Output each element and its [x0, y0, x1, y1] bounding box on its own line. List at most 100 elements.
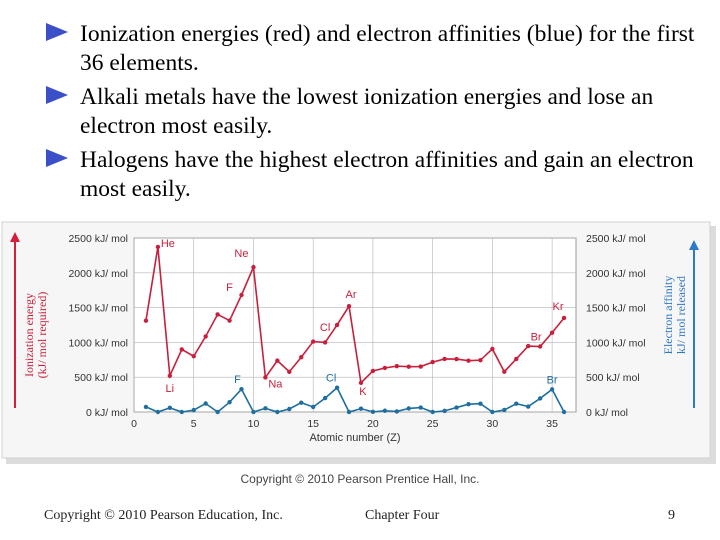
x-tick-label: 15: [307, 418, 319, 430]
ionization-point: [287, 369, 292, 374]
ionization-point: [382, 365, 388, 371]
y-tick-label-left: 500 kJ/ mol: [74, 372, 128, 384]
affinity-point: [454, 405, 459, 410]
ionization-point: [179, 347, 184, 352]
point-label: Ne: [234, 248, 248, 260]
y-tick-label-right: 2000 kJ/ mol: [586, 268, 646, 280]
affinity-point: [418, 405, 423, 410]
x-tick-label: 35: [546, 418, 558, 430]
right-axis-label: Electron affinity: [661, 276, 675, 355]
ionization-point: [561, 315, 567, 321]
affinity-point: [370, 409, 376, 415]
affinity-point: [227, 399, 232, 405]
y-tick-label-left: 0 kJ/ mol: [86, 407, 128, 419]
x-tick-label: 0: [131, 418, 137, 430]
ionization-point: [251, 264, 256, 270]
ionization-point: [322, 340, 328, 345]
affinity-point: [490, 409, 495, 415]
ionization-point: [275, 358, 280, 363]
point-label: Na: [268, 378, 283, 390]
ionization-point: [310, 339, 316, 344]
affinity-point: [334, 385, 340, 390]
affinity-point: [143, 404, 149, 410]
affinity-point: [287, 406, 292, 412]
x-tick-label: 25: [427, 418, 439, 430]
ionization-series-line: [145, 246, 565, 385]
affinity-point: [215, 409, 220, 415]
affinity-point: [561, 409, 567, 415]
ionization-point: [346, 303, 352, 309]
right-axis-label: kJ/ mol released: [674, 276, 688, 354]
page-number: 9: [668, 508, 675, 523]
axis-ticks: 0 kJ/ mol 0 kJ/ mol 500 kJ/ mol 500 kJ/ mol…: [68, 233, 645, 430]
affinity-point: [322, 395, 328, 401]
affinity-point: [179, 409, 184, 415]
ionization-point: [191, 354, 196, 359]
point-label: Cl: [320, 322, 330, 334]
y-tick-label-right: 1500 kJ/ mol: [586, 303, 646, 315]
y-tick-label-left: 2500 kJ/ mol: [68, 233, 128, 245]
affinity-point: [442, 408, 447, 414]
affinity-point: [502, 407, 507, 413]
ionization-point: [394, 363, 400, 369]
point-label: Br: [547, 374, 558, 386]
y-tick-label-right: 1000 kJ/ mol: [586, 337, 646, 349]
y-tick-label-right: 0 kJ/ mol: [586, 407, 628, 419]
ionization-point: [370, 368, 376, 374]
bullet-list: Ionization energies (red) and electron a…: [44, 20, 704, 209]
point-label: F: [234, 374, 241, 386]
affinity-point: [358, 406, 364, 411]
ionization-point: [478, 357, 483, 363]
y-tick-label-left: 2000 kJ/ mol: [68, 268, 128, 280]
bullet-text: Alkali metals have the lowest ionization…: [80, 84, 654, 139]
triangle-bullet-icon: [46, 23, 68, 41]
affinity-point: [203, 401, 208, 406]
affinity-point: [155, 409, 161, 415]
point-label: F: [226, 282, 233, 294]
ionization-point: [490, 346, 495, 352]
triangle-bullet-icon: [46, 149, 68, 167]
affinity-point: [191, 407, 196, 413]
x-tick-label: 5: [191, 418, 197, 430]
affinity-point: [394, 409, 400, 414]
point-label: Kr: [553, 301, 564, 313]
bullet-text: Halogens have the highest electron affin…: [80, 147, 694, 202]
ionization-point: [167, 373, 173, 379]
point-labels: He Ne F Ar Cl Kr Br Li Na K F Cl Br: [161, 238, 564, 398]
point-label: Cl: [326, 373, 336, 385]
y-tick-label-left: 1000 kJ/ mol: [68, 337, 128, 349]
bullet-item: Ionization energies (red) and electron a…: [44, 20, 704, 78]
ionization-arrow-head: [10, 232, 20, 242]
left-axis-label: Ionization energy: [22, 293, 36, 377]
affinity-point: [430, 409, 435, 415]
affinity-point: [406, 406, 411, 411]
point-label: Br: [531, 332, 542, 344]
ionization-point: [526, 343, 531, 349]
ionization-point: [514, 356, 519, 362]
triangle-bullet-icon: [46, 86, 68, 104]
footer-copyright: Copyright © 2010 Pearson Education, Inc.: [44, 508, 283, 523]
x-axis-label: Atomic number (Z): [309, 432, 400, 444]
ionization-point: [203, 334, 208, 339]
affinity-point: [167, 405, 173, 411]
affinity-point: [346, 409, 352, 415]
ionization-affinity-chart: 0 kJ/ mol 0 kJ/ mol 500 kJ/ mol 500 kJ/ mol…: [1, 221, 716, 464]
point-label: K: [359, 386, 367, 398]
ionization-point: [549, 330, 555, 335]
affinity-point: [382, 408, 388, 413]
point-label: Ar: [346, 289, 357, 301]
ionization-point: [406, 364, 411, 369]
ionization-point: [502, 369, 507, 374]
x-tick-label: 30: [487, 418, 499, 430]
ionization-point: [358, 380, 364, 386]
ionization-point: [215, 312, 220, 317]
y-tick-label-right: 2500 kJ/ mol: [586, 233, 646, 245]
point-label: Li: [166, 383, 175, 395]
affinity-point: [526, 404, 531, 409]
ionization-point: [143, 318, 149, 323]
bullet-item: Alkali metals have the lowest ionization…: [44, 83, 704, 141]
affinity-point: [310, 404, 316, 410]
ionization-point: [299, 355, 304, 360]
ionization-point: [418, 364, 423, 369]
point-label: He: [161, 238, 175, 250]
